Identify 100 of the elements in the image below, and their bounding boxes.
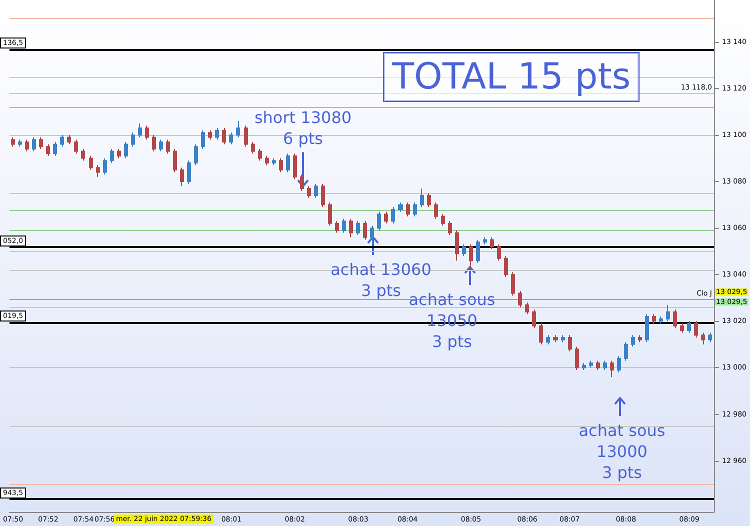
candlestick [384, 211, 388, 224]
candlestick [645, 314, 649, 343]
candlestick [11, 136, 15, 148]
candlestick [124, 141, 128, 159]
candlestick [286, 153, 290, 173]
candlestick [103, 158, 107, 176]
candlestick [138, 122, 142, 138]
candlestick [518, 290, 522, 308]
candlestick [377, 211, 381, 231]
candlestick [46, 144, 50, 156]
candlestick [74, 139, 78, 154]
candlestick [258, 148, 262, 162]
annotation: short 13080 6 pts [254, 108, 352, 148]
candlestick [272, 158, 276, 166]
candlestick [708, 332, 712, 343]
candlestick [427, 192, 431, 208]
candlestick [546, 334, 550, 345]
annotation: achat sous 13000 3 pts [578, 421, 666, 482]
candlestick [363, 220, 367, 240]
candlestick [561, 334, 565, 343]
candlestick [173, 148, 177, 173]
candlestick [265, 155, 269, 166]
candlestick [89, 155, 93, 170]
candlestick [420, 188, 424, 208]
candlestick [215, 128, 219, 140]
candlestick [532, 309, 536, 329]
candlestick [413, 202, 417, 217]
candlestick [462, 244, 466, 256]
candlestick [448, 220, 452, 236]
candlestick [356, 220, 360, 236]
candlestick [687, 320, 691, 334]
candlestick [624, 342, 628, 362]
candlestick [441, 214, 445, 226]
candlestick [251, 141, 255, 154]
candlestick [525, 302, 529, 315]
candlestick [391, 206, 395, 224]
candlestick [603, 360, 607, 371]
candlestick [222, 128, 226, 145]
candlestick [539, 322, 543, 345]
candlestick [701, 332, 705, 345]
candlestick [666, 304, 670, 322]
candlestick [67, 134, 71, 145]
candlestick [96, 164, 100, 178]
candlestick [131, 132, 135, 148]
candlestick [680, 322, 684, 334]
candlestick [328, 202, 332, 226]
candlestick [476, 239, 480, 264]
candlestick [194, 144, 198, 166]
candlestick [180, 167, 184, 187]
annotation: TOTAL 15 pts [391, 56, 631, 98]
candlestick [18, 139, 22, 148]
candlestick [152, 134, 156, 152]
candlestick [244, 125, 248, 148]
candlestick [631, 334, 635, 348]
candlestick [406, 202, 410, 217]
candlestick [342, 218, 346, 234]
candlestick [483, 236, 487, 245]
candlestick [349, 218, 353, 238]
candlestick [434, 202, 438, 220]
candlestick [490, 236, 494, 250]
candlestick [497, 244, 501, 262]
candlestick [575, 346, 579, 371]
candlestick [314, 183, 318, 198]
candlestick [229, 132, 233, 145]
candlestick [610, 360, 614, 378]
candlestick [117, 148, 121, 159]
candlestick [110, 148, 114, 164]
candlestick [553, 334, 558, 343]
candlestick [673, 309, 677, 329]
candlestick [39, 136, 43, 150]
candlestick [455, 230, 459, 262]
candlestick [166, 139, 170, 154]
candlestick [53, 141, 57, 156]
candlestick [307, 186, 311, 198]
candlestick [25, 139, 29, 152]
candlestick [145, 125, 149, 140]
candlestick [659, 316, 663, 324]
candlestick [208, 130, 212, 140]
candlestick [159, 139, 163, 152]
candlestick [652, 314, 656, 324]
candlestick [638, 334, 642, 343]
candlestick [279, 158, 283, 173]
candlestick [32, 136, 36, 152]
candlestick [187, 160, 191, 184]
candlestick [511, 272, 515, 296]
candlestick [236, 120, 240, 138]
candlestick [617, 356, 621, 373]
candlestick [582, 362, 586, 371]
candlestick [293, 153, 297, 180]
candlestick [81, 148, 85, 162]
candlestick [568, 334, 572, 352]
candlestick [398, 202, 403, 212]
candlestick [694, 320, 698, 338]
candlestick [321, 183, 325, 208]
candlestick [504, 256, 508, 278]
candlestick [589, 360, 593, 368]
candlestick [596, 360, 600, 371]
candlestick [201, 130, 205, 150]
candlestick [335, 220, 339, 234]
candlestick [60, 134, 64, 148]
